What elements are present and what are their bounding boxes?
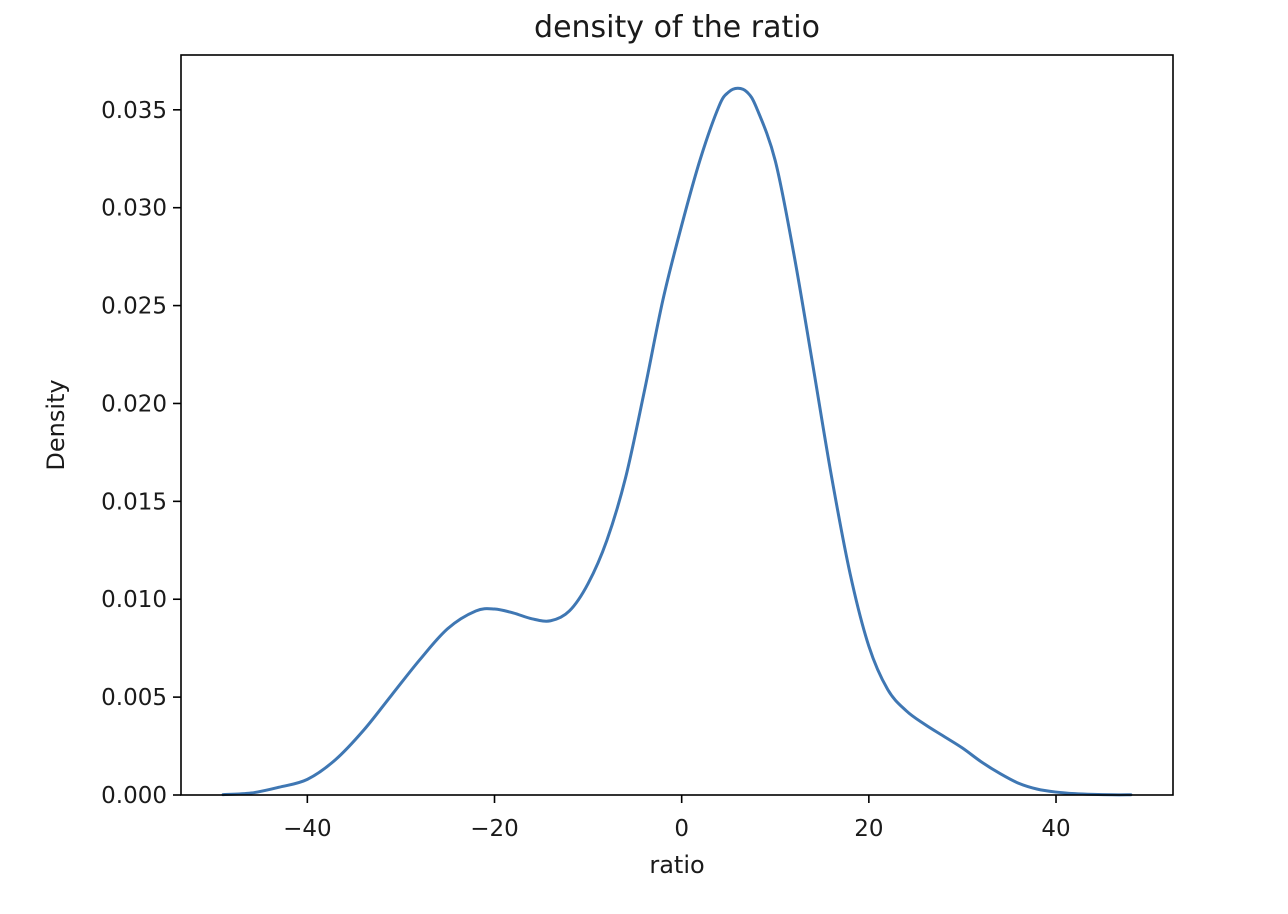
series-layer xyxy=(221,86,1133,797)
y-tick-label: 0.020 xyxy=(101,391,167,417)
x-tick-label: 0 xyxy=(674,816,689,842)
y-tick-label: 0.005 xyxy=(101,685,167,711)
y-tick-label: 0.025 xyxy=(101,294,167,320)
y-tick-label: 0.010 xyxy=(101,587,167,613)
y-tick-label: 0.000 xyxy=(101,783,167,809)
chart-title: density of the ratio xyxy=(534,10,820,45)
x-axis-label: ratio xyxy=(649,851,704,879)
plot-frame xyxy=(180,54,1174,796)
y-tick-label: 0.035 xyxy=(101,98,167,124)
density-curve xyxy=(221,86,1133,797)
x-tick-label: 20 xyxy=(854,816,883,842)
x-tick-label: 40 xyxy=(1041,816,1070,842)
x-axis-ticks: −40 −20 0 20 40 xyxy=(283,795,1071,842)
y-tick-label: 0.030 xyxy=(101,196,167,222)
y-axis-label: Density xyxy=(42,379,70,470)
y-axis-ticks: 0.000 0.005 0.010 0.015 0.020 0.025 0.030 0.035 xyxy=(101,98,181,809)
x-tick-label: −40 xyxy=(283,816,332,842)
x-tick-label: −20 xyxy=(470,816,519,842)
y-tick-label: 0.015 xyxy=(101,489,167,515)
